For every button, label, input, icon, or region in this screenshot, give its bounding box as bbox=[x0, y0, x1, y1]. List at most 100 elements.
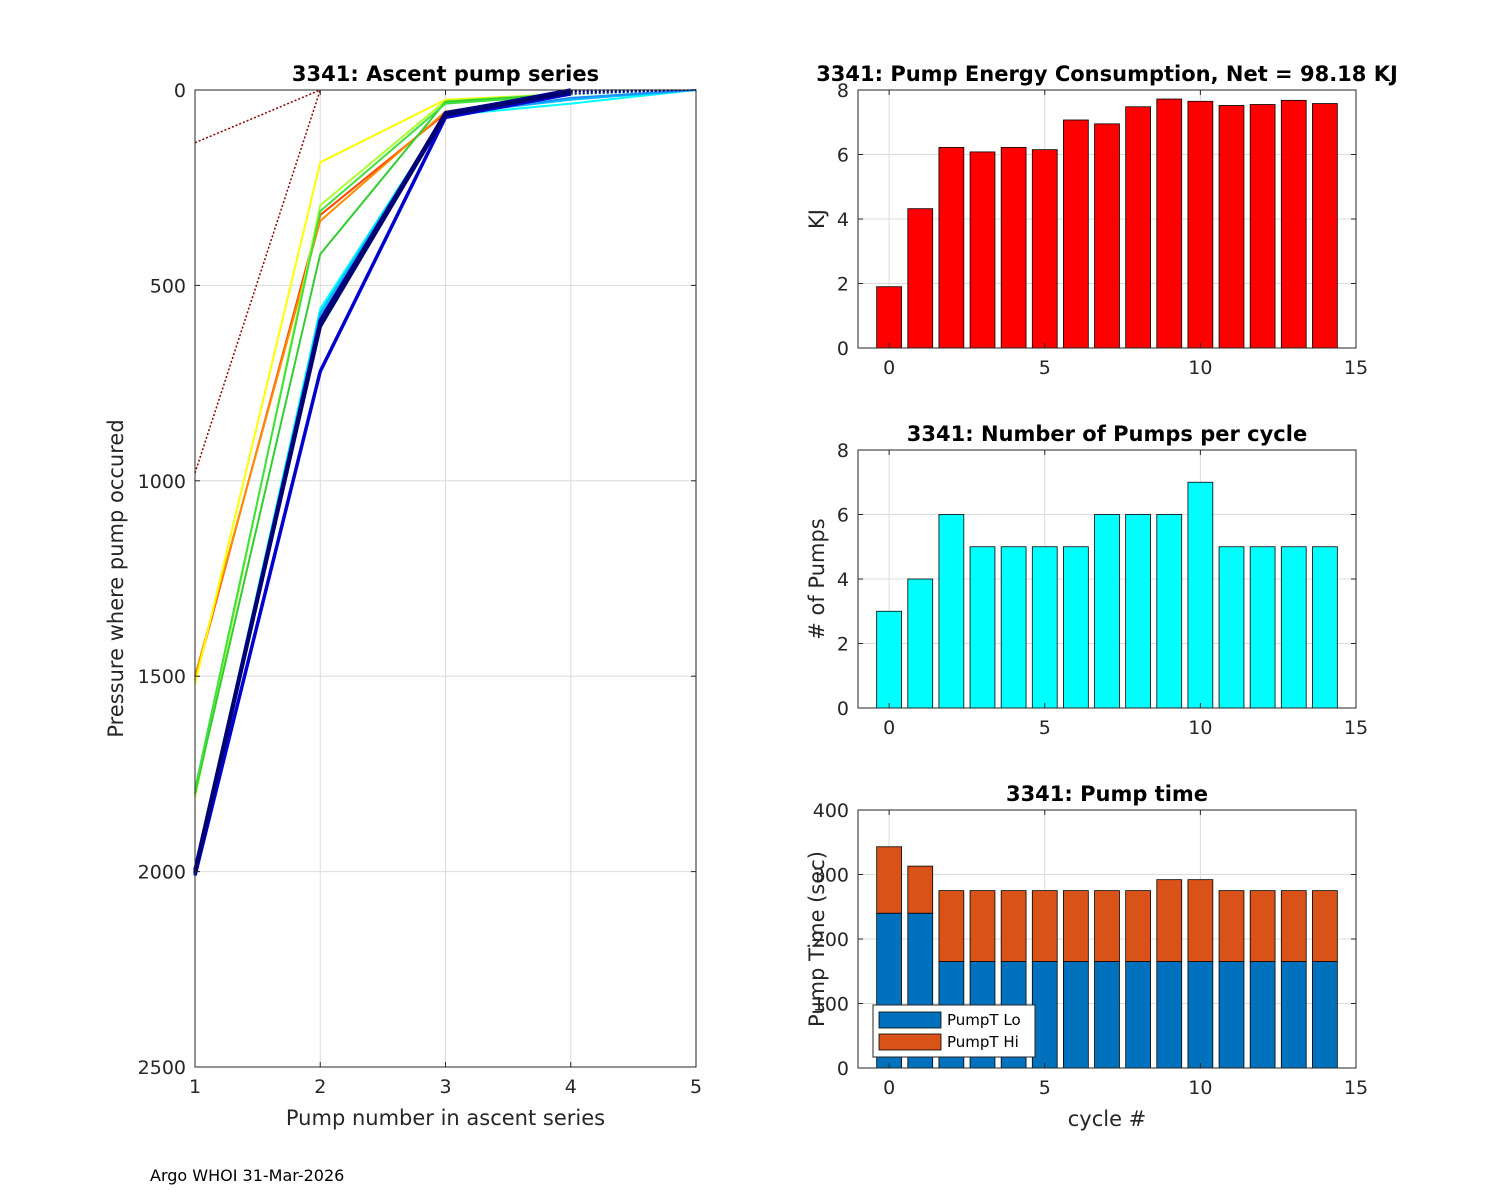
ytick-label: 0 bbox=[837, 1058, 849, 1080]
ytick-label: 100 bbox=[813, 994, 849, 1016]
ytick-label: 0 bbox=[837, 338, 849, 360]
x-axis-label: cycle # bbox=[1068, 1107, 1147, 1131]
bar-6 bbox=[1063, 546, 1089, 709]
bar-pumpt-lo-5 bbox=[1031, 961, 1058, 1069]
footer-text: Argo WHOI 31-Mar-2026 bbox=[150, 1166, 345, 1185]
series-line-11 bbox=[193, 92, 572, 876]
chart-title: 3341: Number of Pumps per cycle bbox=[907, 422, 1307, 446]
bar-pumpt-lo-12 bbox=[1249, 961, 1276, 1069]
bar-pumpt-hi-3 bbox=[969, 890, 996, 962]
y-axis-label: Pump Time (sec) bbox=[805, 851, 829, 1027]
bar-12 bbox=[1249, 104, 1276, 349]
xtick-label: 4 bbox=[565, 1076, 577, 1098]
bar-4 bbox=[1000, 546, 1027, 709]
xtick-label: 1 bbox=[189, 1076, 201, 1098]
chart-title: 3341: Ascent pump series bbox=[292, 62, 599, 86]
ytick-label: 200 bbox=[813, 929, 849, 951]
xtick-label: 2 bbox=[314, 1076, 326, 1098]
ytick-label: 2500 bbox=[138, 1057, 186, 1079]
bar-2 bbox=[938, 147, 965, 349]
bar-11 bbox=[1218, 546, 1245, 709]
ytick-label: 300 bbox=[813, 865, 849, 887]
bar-1 bbox=[907, 578, 934, 709]
xtick-label: 5 bbox=[1039, 717, 1051, 739]
xtick-label: 5 bbox=[690, 1076, 702, 1098]
xtick-label: 15 bbox=[1344, 357, 1368, 379]
xtick-label: 10 bbox=[1188, 717, 1212, 739]
bar-13 bbox=[1280, 546, 1307, 709]
bar-pumpt-hi-5 bbox=[1031, 890, 1058, 962]
bar-6 bbox=[1063, 119, 1089, 349]
bar-5 bbox=[1031, 149, 1058, 349]
series-line-6 bbox=[194, 92, 571, 794]
series-line-2 bbox=[194, 92, 571, 681]
ytick-label: 0 bbox=[837, 698, 849, 720]
bar-10 bbox=[1187, 481, 1214, 709]
bar-pumpt-hi-4 bbox=[1000, 890, 1027, 962]
bar-pumpt-lo-7 bbox=[1094, 961, 1120, 1069]
bar-9 bbox=[1156, 514, 1183, 709]
ytick-label: 6 bbox=[837, 145, 849, 167]
ytick-label: 0 bbox=[174, 80, 186, 102]
bar-1 bbox=[907, 208, 934, 349]
ytick-label: 6 bbox=[837, 505, 849, 527]
bar-8 bbox=[1125, 106, 1151, 349]
bar-pumpt-hi-1 bbox=[907, 865, 934, 914]
bar-pumpt-lo-11 bbox=[1218, 961, 1245, 1069]
bar-13 bbox=[1280, 99, 1307, 349]
bar-8 bbox=[1125, 514, 1151, 709]
legend-label-0: PumpT Lo bbox=[947, 1011, 1021, 1029]
ytick-label: 4 bbox=[837, 569, 849, 591]
ytick-label: 2000 bbox=[138, 862, 186, 884]
ytick-label: 8 bbox=[837, 440, 849, 462]
chart-ascent: 1 2 3 4 5 0 500 1000 1500 2000 2500 3341: Ascent pu… bbox=[104, 62, 702, 1130]
xtick-label: 10 bbox=[1188, 1077, 1212, 1099]
xtick-label: 10 bbox=[1188, 357, 1212, 379]
bar-pumpt-lo-6 bbox=[1063, 961, 1089, 1069]
xtick-label: 5 bbox=[1039, 357, 1051, 379]
bar-pumpt-hi-14 bbox=[1312, 890, 1338, 962]
bar-0 bbox=[876, 610, 902, 709]
bar-pumpt-hi-7 bbox=[1094, 890, 1120, 962]
bar-pumpt-hi-8 bbox=[1125, 890, 1151, 962]
bar-3 bbox=[969, 151, 996, 349]
x-axis-label: Pump number in ascent series bbox=[286, 1106, 605, 1130]
bar-pumpt-hi-10 bbox=[1187, 879, 1214, 962]
ytick-label: 400 bbox=[813, 800, 849, 822]
bar-pumpt-lo-10 bbox=[1187, 961, 1214, 1069]
bar-14 bbox=[1312, 103, 1338, 349]
series-line-3 bbox=[194, 93, 571, 677]
xtick-label: 0 bbox=[883, 357, 895, 379]
ytick-label: 1000 bbox=[138, 471, 186, 493]
ytick-label: 2 bbox=[837, 634, 849, 656]
bar-pumpt-hi-2 bbox=[938, 890, 965, 962]
bar-pumpt-hi-9 bbox=[1156, 879, 1183, 962]
legend-label-1: PumpT Hi bbox=[947, 1033, 1019, 1051]
bar-pumpt-hi-6 bbox=[1063, 890, 1089, 962]
series-line-1 bbox=[194, 89, 321, 144]
bar-pumpt-hi-12 bbox=[1249, 890, 1276, 962]
ytick-label: 2 bbox=[837, 274, 849, 296]
bar-9 bbox=[1156, 98, 1183, 349]
series-line-4 bbox=[194, 92, 571, 685]
ytick-label: 1500 bbox=[138, 666, 186, 688]
bar-pumpt-lo-9 bbox=[1156, 961, 1183, 1069]
bar-pumpt-hi-0 bbox=[876, 846, 902, 914]
bar-pumpt-hi-13 bbox=[1280, 890, 1307, 962]
ytick-label: 500 bbox=[150, 275, 186, 297]
bar-pumpt-lo-14 bbox=[1312, 961, 1338, 1069]
bar-10 bbox=[1187, 100, 1214, 349]
xtick-label: 0 bbox=[883, 717, 895, 739]
ytick-label: 4 bbox=[837, 209, 849, 231]
y-axis-label: KJ bbox=[805, 209, 829, 229]
ytick-label: 8 bbox=[837, 80, 849, 102]
bar-pumpt-lo-8 bbox=[1125, 961, 1151, 1069]
xtick-label: 5 bbox=[1039, 1077, 1051, 1099]
y-axis-label: # of Pumps bbox=[805, 518, 829, 640]
series-line-0 bbox=[194, 89, 321, 474]
series-line-15 bbox=[193, 90, 572, 873]
series-line-7 bbox=[194, 93, 571, 790]
chart-title: 3341: Pump time bbox=[1006, 782, 1208, 806]
